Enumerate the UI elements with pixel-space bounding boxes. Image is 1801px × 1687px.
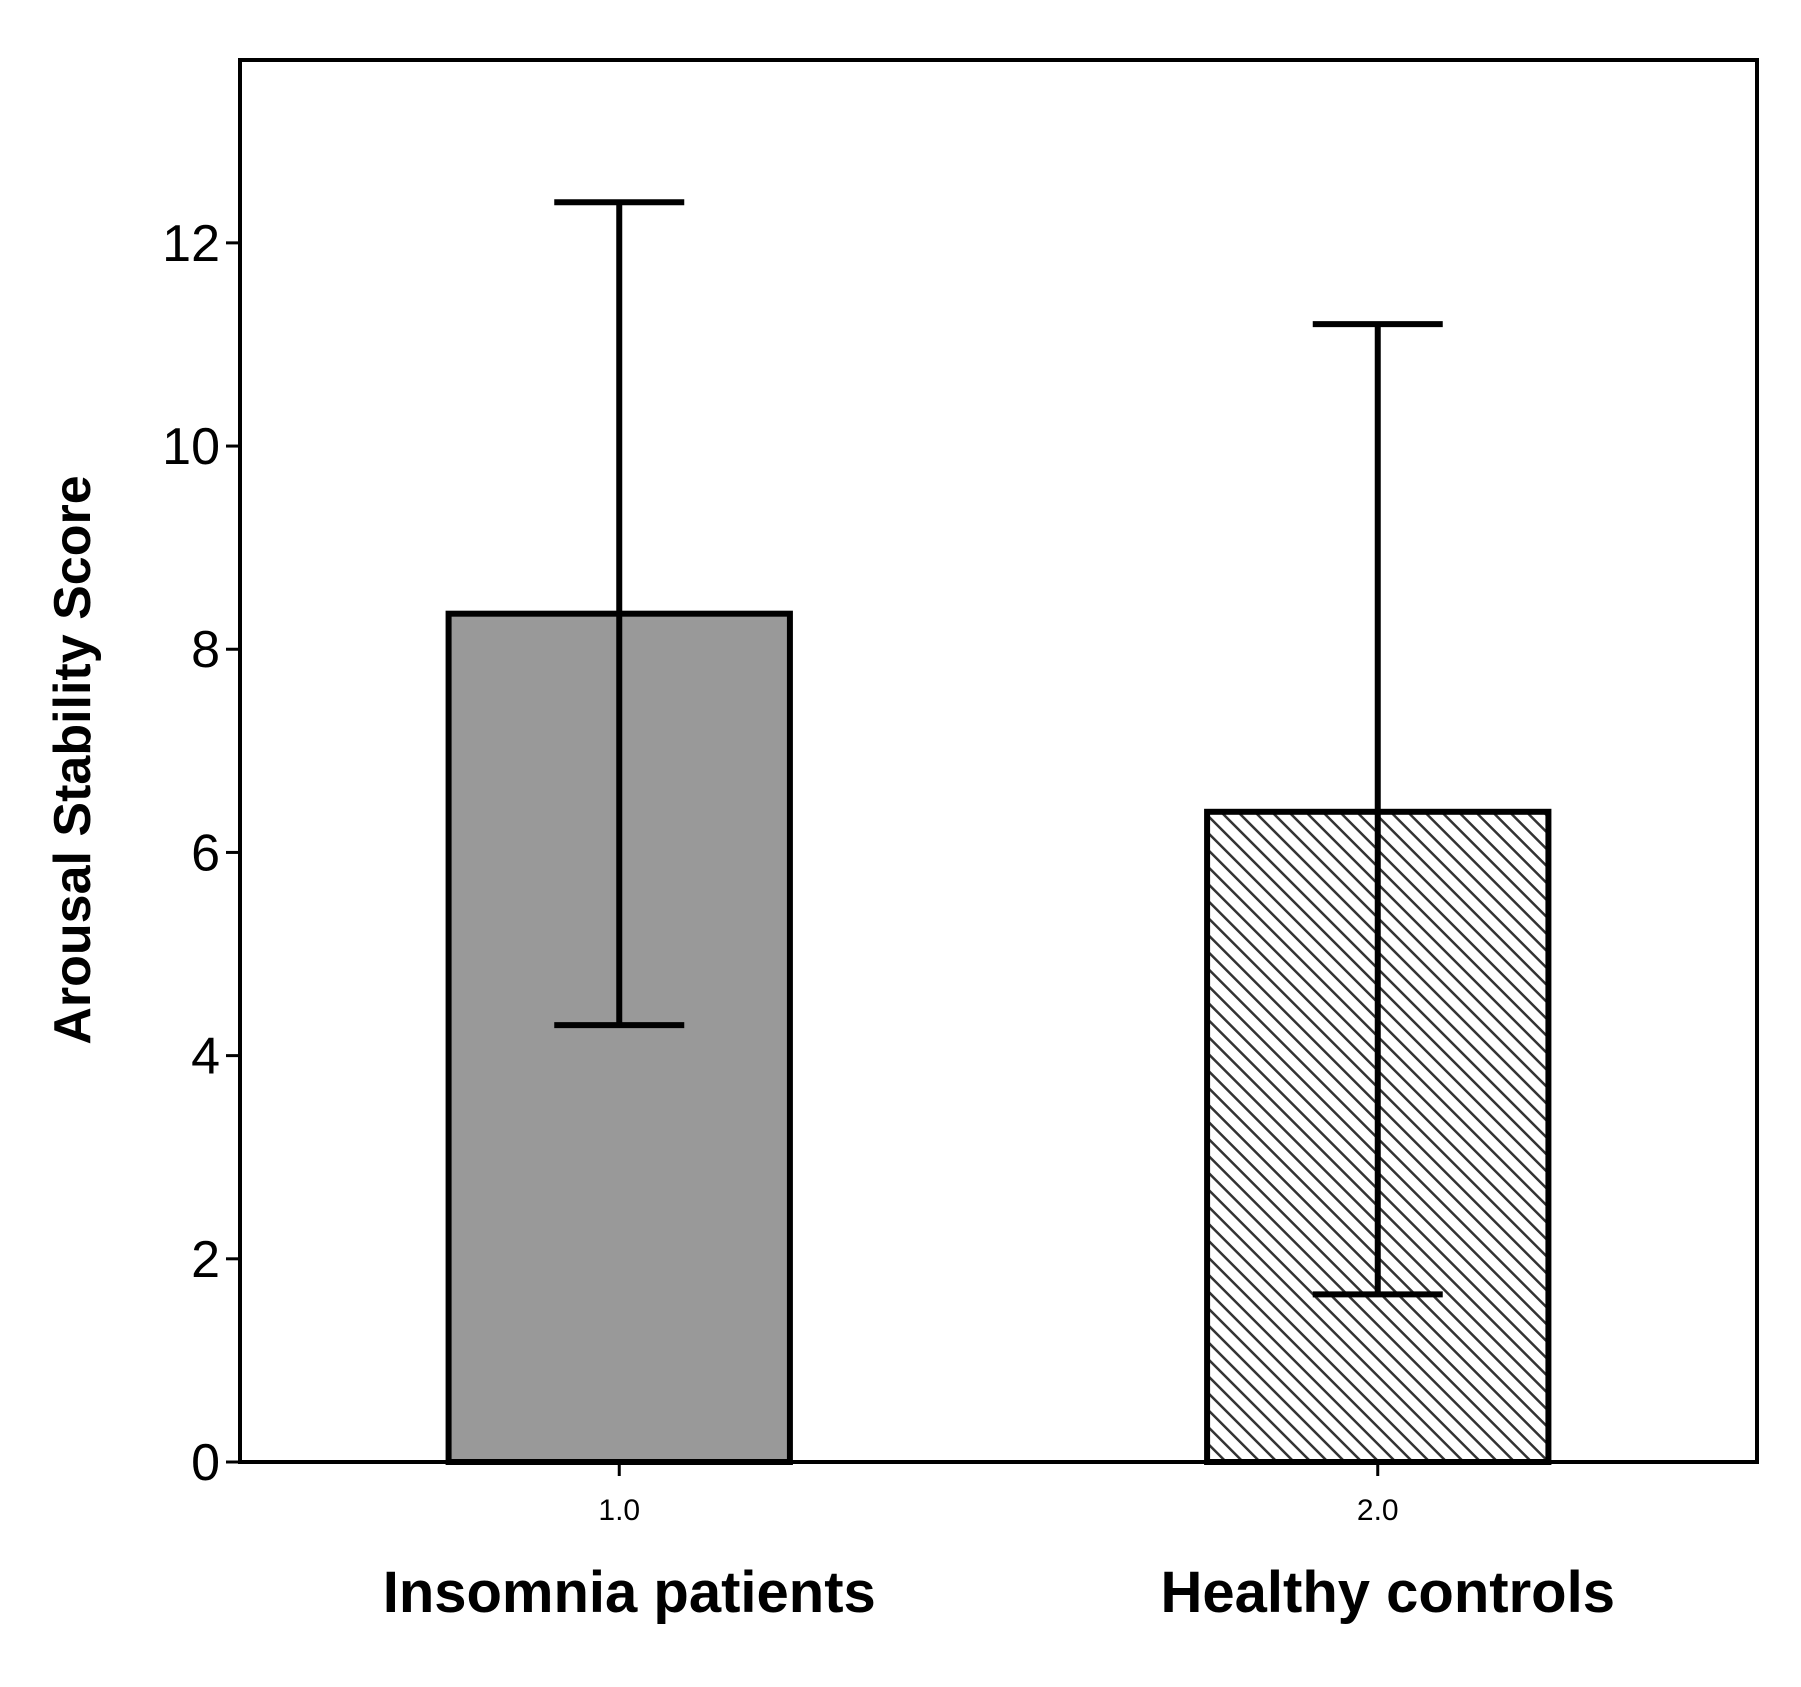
y-tick-label-4: 4: [191, 1028, 220, 1086]
x-category-name-2: Healthy controls: [1161, 1560, 1615, 1625]
y-tick-label-0: 0: [191, 1434, 220, 1492]
y-tick-label-10: 10: [162, 418, 220, 476]
y-tick-label-12: 12: [162, 215, 220, 273]
x-tick-label-1: 1.0: [598, 1494, 640, 1527]
y-tick-label-6: 6: [191, 824, 220, 882]
x-category-name-1: Insomnia patients: [383, 1560, 876, 1625]
y-tick-label-2: 2: [191, 1231, 220, 1289]
plot-area-frame: [238, 58, 1759, 1464]
x-tick-label-2: 2.0: [1357, 1494, 1399, 1527]
y-tick-label-8: 8: [191, 621, 220, 679]
y-axis-title: Arousal Stability Score: [44, 475, 102, 1044]
